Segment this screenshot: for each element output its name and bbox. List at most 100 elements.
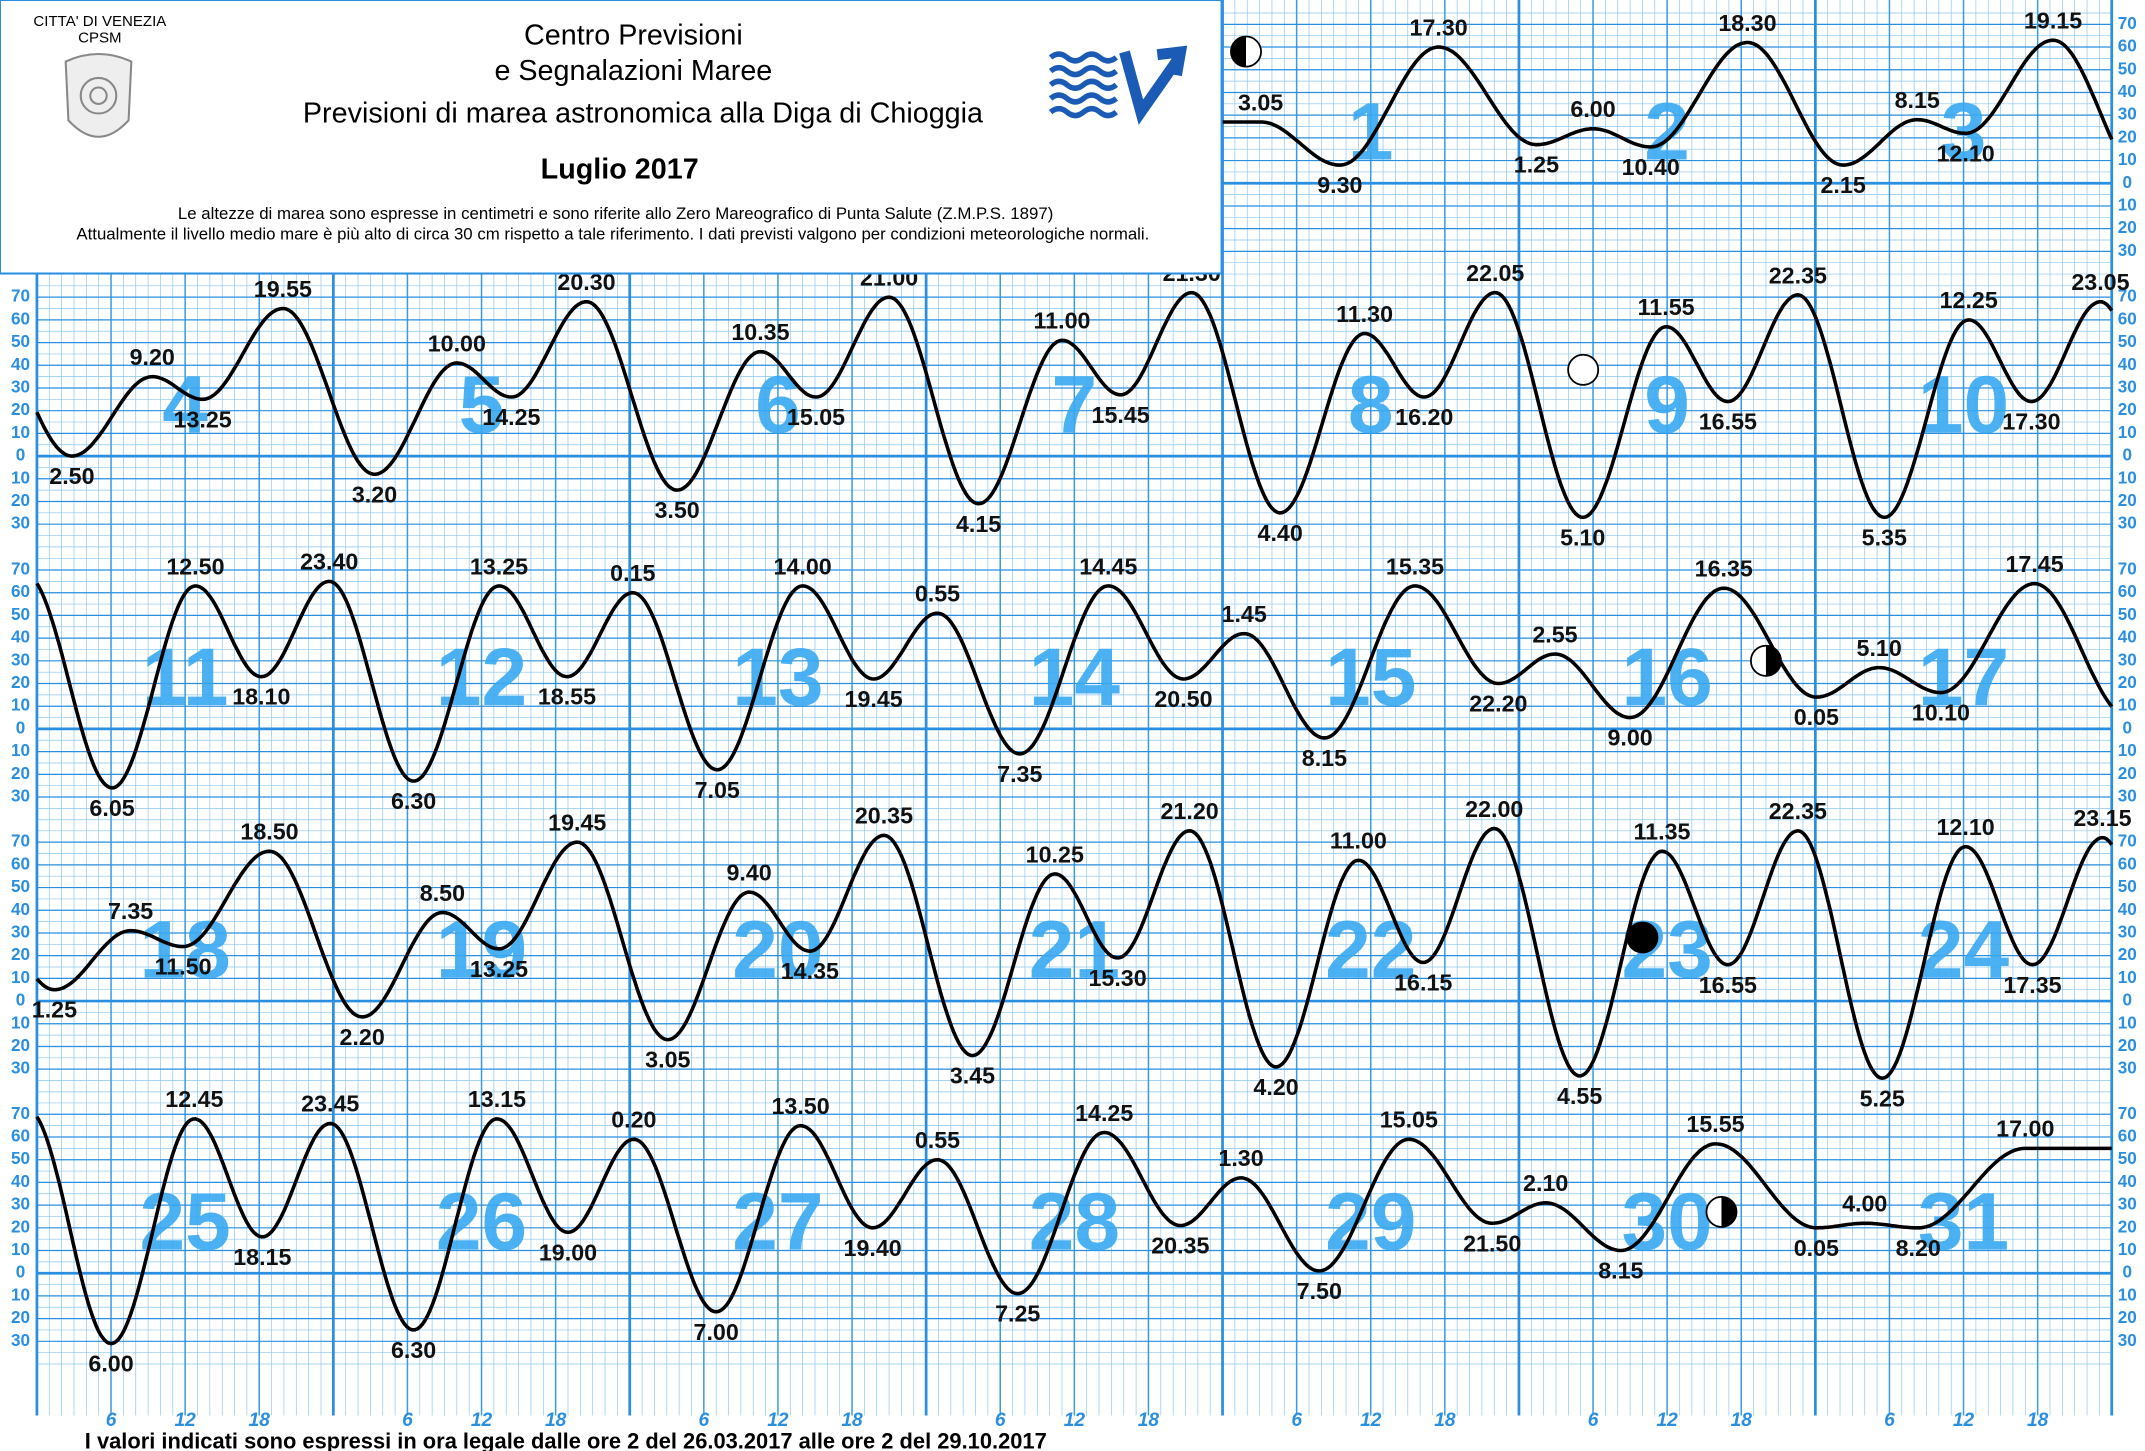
y-tick-label: 20	[2118, 1036, 2137, 1055]
extreme-label: 12.25	[1940, 287, 1998, 313]
extreme-label: 2.15	[1820, 172, 1865, 198]
y-tick-label: 50	[2118, 877, 2137, 896]
y-tick-label: 0	[16, 718, 26, 737]
extreme-label: 0.55	[915, 1127, 960, 1153]
extreme-label: 7.00	[694, 1319, 739, 1345]
y-tick-label: 40	[2118, 628, 2137, 647]
extreme-label: 1.30	[1218, 1145, 1263, 1171]
extreme-label: 15.55	[1686, 1111, 1744, 1137]
extreme-label: 4.15	[956, 511, 1001, 537]
moon-phase	[1765, 645, 1781, 676]
extreme-label: 15.05	[1380, 1107, 1438, 1133]
extreme-label: 9.00	[1607, 725, 1652, 751]
extreme-label: 12.10	[1937, 814, 1995, 840]
day-number: 13	[732, 632, 823, 723]
extreme-label: 9.30	[1317, 172, 1362, 198]
y-tick-label: 10	[11, 741, 30, 760]
day-number: 24	[1918, 904, 2010, 995]
extreme-label: 13.25	[470, 553, 528, 579]
extreme-label: 23.15	[2073, 805, 2131, 831]
y-tick-label: 70	[11, 1104, 30, 1123]
extreme-label: 19.15	[2024, 8, 2082, 34]
y-tick-label: 20	[11, 764, 30, 783]
y-tick-label: 40	[11, 628, 30, 647]
extreme-label: 22.00	[1465, 796, 1523, 822]
extreme-label: 13.25	[174, 406, 232, 432]
extreme-label: 2.20	[340, 1024, 385, 1050]
y-tick-label: 30	[2118, 1059, 2137, 1078]
extreme-label: 16.20	[1395, 404, 1453, 430]
x-tick-label: 12	[767, 1410, 789, 1431]
y-tick-label: 20	[11, 1308, 30, 1327]
x-tick-label: 12	[471, 1410, 493, 1431]
y-tick-label: 40	[2118, 355, 2137, 374]
extreme-label: 21.50	[1463, 1230, 1521, 1256]
y-tick-label: 30	[11, 377, 30, 396]
y-tick-label: 10	[2118, 150, 2137, 169]
extreme-label: 10.40	[1622, 154, 1680, 180]
extreme-label: 19.00	[539, 1239, 597, 1265]
y-tick-label: 20	[11, 673, 30, 692]
y-tick-label: 10	[11, 1240, 30, 1259]
extreme-label: 11.50	[155, 954, 212, 980]
y-tick-label: 30	[2118, 514, 2137, 533]
extreme-label: 3.05	[645, 1047, 690, 1073]
y-tick-label: 70	[2118, 287, 2137, 306]
y-tick-label: 10	[2118, 195, 2137, 214]
y-tick-label: 30	[2118, 922, 2137, 941]
y-tick-label: 30	[11, 787, 30, 806]
x-tick-label: 18	[1731, 1410, 1753, 1431]
extreme-label: 13.50	[771, 1093, 829, 1119]
y-tick-label: 10	[2118, 741, 2137, 760]
y-tick-label: 30	[11, 922, 30, 941]
extreme-label: 22.05	[1466, 260, 1524, 286]
extreme-label: 19.55	[254, 276, 312, 302]
extreme-label: 0.05	[1794, 704, 1839, 730]
y-tick-label: 20	[2118, 127, 2137, 146]
day-number: 31	[1918, 1176, 2009, 1267]
y-tick-label: 10	[2118, 468, 2137, 487]
extreme-label: 20.50	[1154, 686, 1212, 712]
y-tick-label: 10	[2118, 1240, 2137, 1259]
tide-curve	[35, 290, 2114, 520]
moon-phase	[1230, 36, 1247, 67]
day-number: 1	[1348, 87, 1394, 178]
title: Centro Previsioni	[524, 20, 743, 52]
x-tick-label: 18	[1138, 1410, 1160, 1431]
extreme-label: 19.45	[845, 686, 903, 712]
y-tick-label: 20	[2118, 491, 2137, 510]
extreme-label: 6.30	[391, 1337, 436, 1363]
y-tick-label: 70	[11, 287, 30, 306]
extreme-label: 10.00	[428, 330, 486, 356]
day-number: 8	[1348, 359, 1394, 450]
extreme-label: 16.55	[1699, 409, 1757, 435]
day-number: 27	[732, 1176, 823, 1267]
y-tick-label: 70	[11, 560, 30, 579]
extreme-label: 5.35	[1862, 524, 1907, 550]
extreme-label: 14.25	[1075, 1100, 1133, 1126]
extreme-label: 7.50	[1297, 1278, 1342, 1304]
footer: I valori indicati sono espressi in ora l…	[85, 1429, 1047, 1451]
logo-waves	[1048, 45, 1188, 125]
month: Luglio 2017	[541, 154, 699, 186]
extreme-label: 5.10	[1560, 524, 1605, 550]
extreme-label: 5.25	[1860, 1085, 1905, 1111]
extreme-label: 20.35	[855, 803, 913, 829]
extreme-label: 23.45	[301, 1091, 359, 1117]
extreme-label: 11.00	[1330, 828, 1387, 854]
y-tick-label: 10	[2118, 696, 2137, 715]
extreme-label: 11.55	[1638, 294, 1695, 320]
extreme-label: 19.45	[548, 810, 606, 836]
y-tick-label: 40	[2118, 1172, 2137, 1191]
x-tick-label: 6	[1884, 1410, 1895, 1431]
y-tick-label: 40	[2118, 82, 2137, 101]
y-tick-label: 40	[11, 355, 30, 374]
day-number: 22	[1325, 904, 1416, 995]
day-number: 4	[162, 359, 208, 450]
extreme-label: 8.15	[1302, 745, 1347, 771]
extreme-label: 23.40	[300, 549, 358, 575]
y-tick-label: 60	[11, 309, 30, 328]
extreme-label: 16.15	[1394, 969, 1452, 995]
x-tick-label: 12	[1953, 1410, 1975, 1431]
